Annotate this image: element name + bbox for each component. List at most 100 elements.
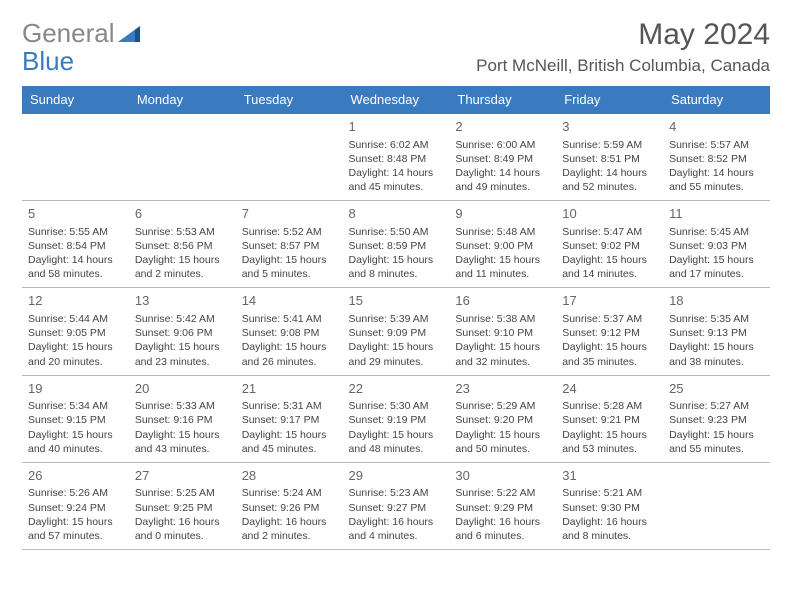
calendar-day-cell: 22Sunrise: 5:30 AMSunset: 9:19 PMDayligh…	[343, 375, 450, 462]
day-sunrise-text: Sunrise: 5:31 AM	[242, 399, 337, 413]
calendar-day-cell: 20Sunrise: 5:33 AMSunset: 9:16 PMDayligh…	[129, 375, 236, 462]
day-sunset-text: Sunset: 9:06 PM	[135, 326, 230, 340]
day-day-text: Daylight: 15 hours and 5 minutes.	[242, 253, 337, 281]
calendar-week-row: 1Sunrise: 6:02 AMSunset: 8:48 PMDaylight…	[22, 114, 770, 201]
calendar-day-cell: 28Sunrise: 5:24 AMSunset: 9:26 PMDayligh…	[236, 462, 343, 549]
day-sunset-text: Sunset: 9:23 PM	[669, 413, 764, 427]
day-sunset-text: Sunset: 9:03 PM	[669, 239, 764, 253]
calendar-day-cell: 6Sunrise: 5:53 AMSunset: 8:56 PMDaylight…	[129, 201, 236, 288]
brand-triangle-icon	[118, 18, 140, 49]
day-sunrise-text: Sunrise: 5:26 AM	[28, 486, 123, 500]
day-sunset-text: Sunset: 9:10 PM	[455, 326, 550, 340]
day-sunrise-text: Sunrise: 5:33 AM	[135, 399, 230, 413]
calendar-header-row: SundayMondayTuesdayWednesdayThursdayFrid…	[22, 86, 770, 114]
day-sunset-text: Sunset: 9:25 PM	[135, 501, 230, 515]
day-sunrise-text: Sunrise: 5:41 AM	[242, 312, 337, 326]
day-number: 14	[242, 292, 337, 310]
calendar-day-cell: 16Sunrise: 5:38 AMSunset: 9:10 PMDayligh…	[449, 288, 556, 375]
day-number: 19	[28, 380, 123, 398]
day-day-text: Daylight: 15 hours and 11 minutes.	[455, 253, 550, 281]
day-sunrise-text: Sunrise: 5:42 AM	[135, 312, 230, 326]
day-day-text: Daylight: 14 hours and 45 minutes.	[349, 166, 444, 194]
day-day-text: Daylight: 15 hours and 29 minutes.	[349, 340, 444, 368]
day-number: 30	[455, 467, 550, 485]
brand-logo: General	[22, 18, 140, 49]
day-number: 4	[669, 118, 764, 136]
calendar-day-cell: 27Sunrise: 5:25 AMSunset: 9:25 PMDayligh…	[129, 462, 236, 549]
day-sunset-text: Sunset: 8:59 PM	[349, 239, 444, 253]
day-number: 10	[562, 205, 657, 223]
day-number: 7	[242, 205, 337, 223]
calendar-empty-cell	[129, 114, 236, 201]
day-number: 9	[455, 205, 550, 223]
calendar-day-cell: 12Sunrise: 5:44 AMSunset: 9:05 PMDayligh…	[22, 288, 129, 375]
day-day-text: Daylight: 16 hours and 2 minutes.	[242, 515, 337, 543]
weekday-header: Saturday	[663, 86, 770, 114]
calendar-day-cell: 21Sunrise: 5:31 AMSunset: 9:17 PMDayligh…	[236, 375, 343, 462]
calendar-body: 1Sunrise: 6:02 AMSunset: 8:48 PMDaylight…	[22, 114, 770, 550]
day-sunrise-text: Sunrise: 5:38 AM	[455, 312, 550, 326]
day-number: 5	[28, 205, 123, 223]
day-sunset-text: Sunset: 9:16 PM	[135, 413, 230, 427]
calendar-week-row: 26Sunrise: 5:26 AMSunset: 9:24 PMDayligh…	[22, 462, 770, 549]
day-sunset-text: Sunset: 8:52 PM	[669, 152, 764, 166]
calendar-empty-cell	[22, 114, 129, 201]
day-sunset-text: Sunset: 9:17 PM	[242, 413, 337, 427]
location-subtitle: Port McNeill, British Columbia, Canada	[476, 56, 770, 76]
day-day-text: Daylight: 15 hours and 2 minutes.	[135, 253, 230, 281]
day-number: 22	[349, 380, 444, 398]
day-number: 26	[28, 467, 123, 485]
calendar-day-cell: 26Sunrise: 5:26 AMSunset: 9:24 PMDayligh…	[22, 462, 129, 549]
brand-word-2: Blue	[22, 46, 74, 77]
day-day-text: Daylight: 15 hours and 8 minutes.	[349, 253, 444, 281]
calendar-day-cell: 29Sunrise: 5:23 AMSunset: 9:27 PMDayligh…	[343, 462, 450, 549]
day-sunset-text: Sunset: 9:09 PM	[349, 326, 444, 340]
calendar-day-cell: 19Sunrise: 5:34 AMSunset: 9:15 PMDayligh…	[22, 375, 129, 462]
weekday-header: Friday	[556, 86, 663, 114]
day-day-text: Daylight: 16 hours and 8 minutes.	[562, 515, 657, 543]
day-sunrise-text: Sunrise: 5:57 AM	[669, 138, 764, 152]
day-day-text: Daylight: 15 hours and 45 minutes.	[242, 428, 337, 456]
calendar-day-cell: 8Sunrise: 5:50 AMSunset: 8:59 PMDaylight…	[343, 201, 450, 288]
day-day-text: Daylight: 14 hours and 49 minutes.	[455, 166, 550, 194]
day-sunrise-text: Sunrise: 5:47 AM	[562, 225, 657, 239]
day-day-text: Daylight: 15 hours and 20 minutes.	[28, 340, 123, 368]
weekday-header: Thursday	[449, 86, 556, 114]
day-number: 23	[455, 380, 550, 398]
calendar-day-cell: 23Sunrise: 5:29 AMSunset: 9:20 PMDayligh…	[449, 375, 556, 462]
day-number: 18	[669, 292, 764, 310]
day-number: 16	[455, 292, 550, 310]
day-day-text: Daylight: 16 hours and 0 minutes.	[135, 515, 230, 543]
calendar-day-cell: 17Sunrise: 5:37 AMSunset: 9:12 PMDayligh…	[556, 288, 663, 375]
day-number: 13	[135, 292, 230, 310]
calendar-week-row: 5Sunrise: 5:55 AMSunset: 8:54 PMDaylight…	[22, 201, 770, 288]
day-sunset-text: Sunset: 8:57 PM	[242, 239, 337, 253]
calendar-week-row: 12Sunrise: 5:44 AMSunset: 9:05 PMDayligh…	[22, 288, 770, 375]
calendar-day-cell: 13Sunrise: 5:42 AMSunset: 9:06 PMDayligh…	[129, 288, 236, 375]
day-day-text: Daylight: 15 hours and 50 minutes.	[455, 428, 550, 456]
day-number: 20	[135, 380, 230, 398]
day-sunrise-text: Sunrise: 5:30 AM	[349, 399, 444, 413]
day-sunrise-text: Sunrise: 5:23 AM	[349, 486, 444, 500]
day-sunrise-text: Sunrise: 5:25 AM	[135, 486, 230, 500]
day-day-text: Daylight: 15 hours and 26 minutes.	[242, 340, 337, 368]
day-number: 21	[242, 380, 337, 398]
day-sunset-text: Sunset: 9:27 PM	[349, 501, 444, 515]
day-day-text: Daylight: 15 hours and 35 minutes.	[562, 340, 657, 368]
day-sunrise-text: Sunrise: 5:37 AM	[562, 312, 657, 326]
calendar-day-cell: 14Sunrise: 5:41 AMSunset: 9:08 PMDayligh…	[236, 288, 343, 375]
calendar-day-cell: 4Sunrise: 5:57 AMSunset: 8:52 PMDaylight…	[663, 114, 770, 201]
day-number: 29	[349, 467, 444, 485]
weekday-header: Tuesday	[236, 86, 343, 114]
day-sunrise-text: Sunrise: 5:28 AM	[562, 399, 657, 413]
day-day-text: Daylight: 15 hours and 17 minutes.	[669, 253, 764, 281]
day-number: 12	[28, 292, 123, 310]
day-sunset-text: Sunset: 9:20 PM	[455, 413, 550, 427]
day-sunrise-text: Sunrise: 5:55 AM	[28, 225, 123, 239]
calendar-week-row: 19Sunrise: 5:34 AMSunset: 9:15 PMDayligh…	[22, 375, 770, 462]
calendar-day-cell: 5Sunrise: 5:55 AMSunset: 8:54 PMDaylight…	[22, 201, 129, 288]
day-sunrise-text: Sunrise: 5:29 AM	[455, 399, 550, 413]
calendar-day-cell: 25Sunrise: 5:27 AMSunset: 9:23 PMDayligh…	[663, 375, 770, 462]
day-sunrise-text: Sunrise: 5:22 AM	[455, 486, 550, 500]
day-sunrise-text: Sunrise: 5:34 AM	[28, 399, 123, 413]
